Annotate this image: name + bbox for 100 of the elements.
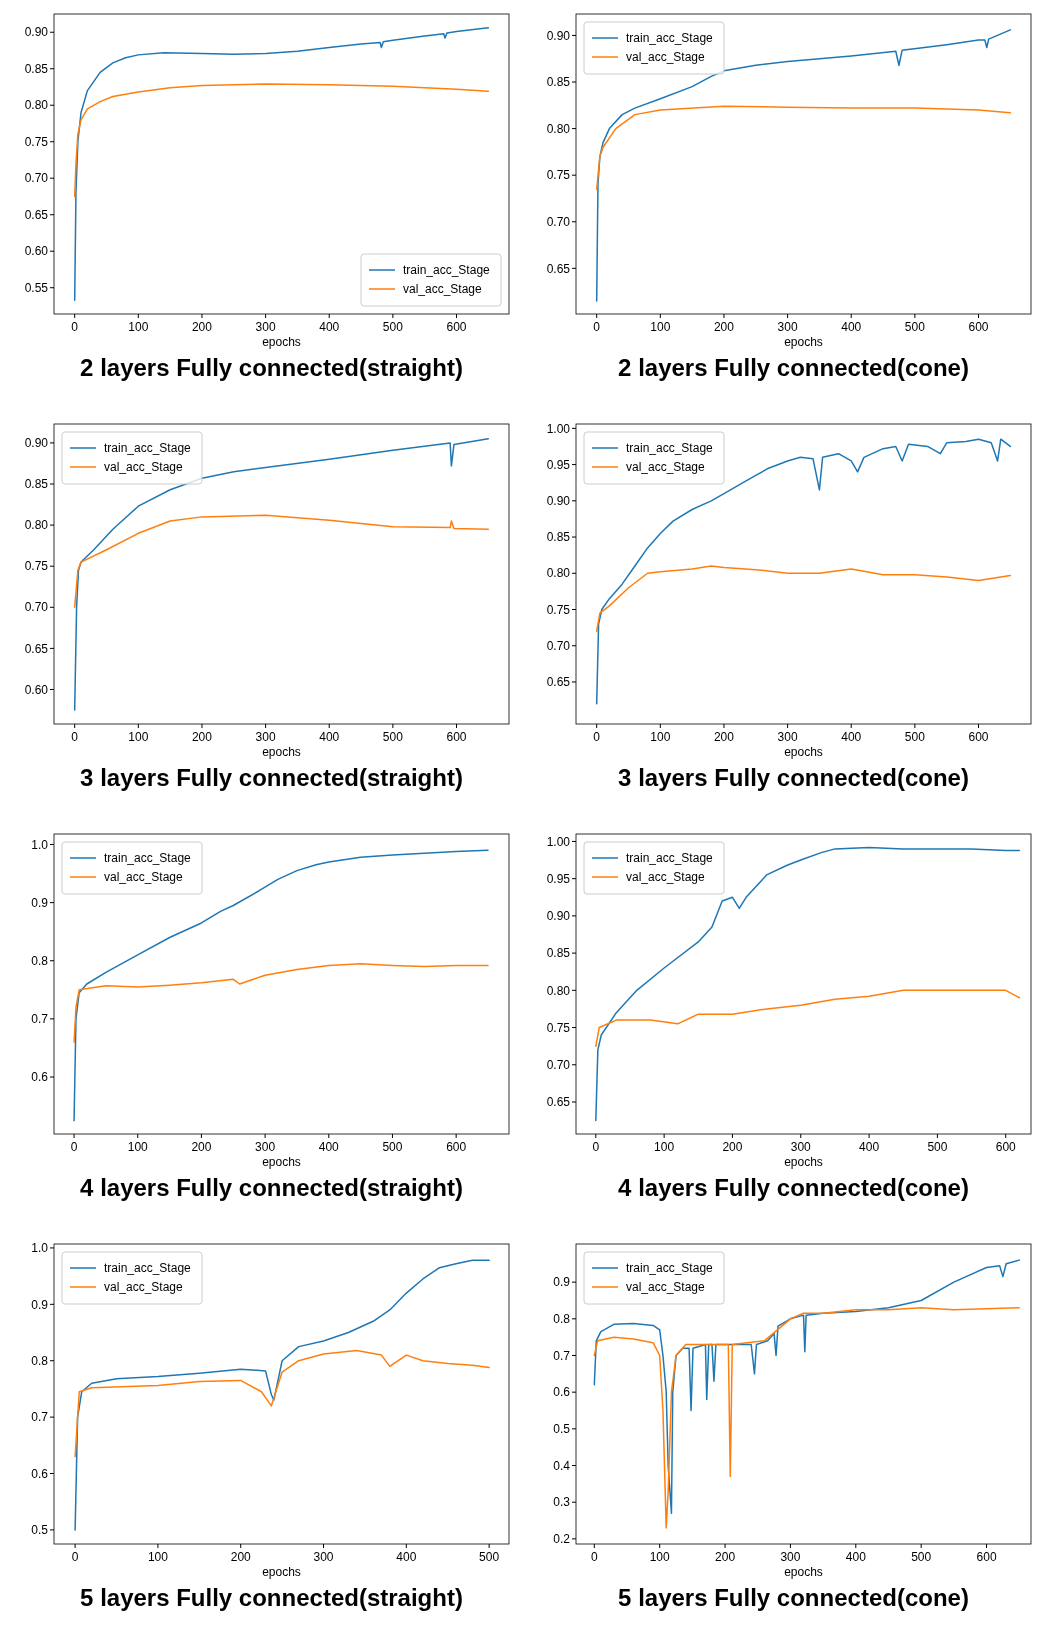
x-tick-label: 200 xyxy=(191,320,213,334)
line-series xyxy=(595,846,1021,1122)
y-tick-label: 0.7 xyxy=(553,1348,571,1363)
y-tick-label: 0.80 xyxy=(546,121,571,136)
y-tick-label: 0.7 xyxy=(31,1012,49,1027)
x-axis-title: epochs xyxy=(262,745,301,759)
x-tick-label: 0 xyxy=(71,1550,79,1564)
x-tick-label: 600 xyxy=(968,730,989,744)
x-tick-label: 500 xyxy=(382,320,404,334)
x-axis-title: epochs xyxy=(262,1565,301,1579)
line-series xyxy=(593,1259,1020,1514)
legend-label: val_acc_Stage xyxy=(104,460,184,475)
x-tick-label: 200 xyxy=(713,730,735,744)
x-tick-label: 100 xyxy=(654,1140,675,1154)
y-tick-label: 0.9 xyxy=(31,895,49,910)
y-tick-label: 0.95 xyxy=(546,457,571,472)
x-tick-label: 500 xyxy=(911,1550,932,1564)
y-tick-label: 0.90 xyxy=(546,494,571,509)
legend-label: val_acc_Stage xyxy=(403,282,483,297)
y-tick-label: 0.8 xyxy=(31,1353,49,1368)
x-tick-label: 400 xyxy=(396,1550,417,1564)
x-tick-label: 200 xyxy=(191,730,213,744)
y-tick-label: 0.85 xyxy=(546,946,571,961)
x-axis-title: epochs xyxy=(784,335,823,349)
x-tick-label: 0 xyxy=(70,1140,78,1154)
y-tick-label: 0.6 xyxy=(31,1070,49,1085)
x-tick-label: 100 xyxy=(127,1140,149,1154)
text: 3 layers Fully connected(straight) xyxy=(80,764,463,791)
y-tick-label: 0.65 xyxy=(546,261,571,276)
legend-label: train_acc_Stage xyxy=(626,851,714,866)
legend-label: train_acc_Stage xyxy=(403,263,491,278)
y-tick-label: 0.8 xyxy=(553,1312,571,1327)
y-tick-label: 0.80 xyxy=(546,983,571,998)
x-tick-label: 600 xyxy=(446,320,467,334)
y-tick-label: 0.80 xyxy=(24,98,49,113)
y-tick-label: 0.80 xyxy=(24,518,49,533)
y-tick-label: 0.6 xyxy=(553,1385,571,1400)
x-tick-label: 0 xyxy=(592,1140,600,1154)
y-tick-label: 0.65 xyxy=(24,207,49,222)
y-tick-label: 0.60 xyxy=(24,244,49,259)
x-axis-title: epochs xyxy=(262,335,301,349)
x-tick-label: 300 xyxy=(255,1140,276,1154)
x-axis-title: epochs xyxy=(784,1565,823,1579)
y-tick-label: 0.5 xyxy=(553,1422,571,1437)
y-tick-label: 1.0 xyxy=(31,837,49,852)
x-tick-label: 100 xyxy=(650,730,671,744)
x-tick-label: 400 xyxy=(319,320,340,334)
y-tick-label: 0.75 xyxy=(24,559,49,574)
line-series xyxy=(595,565,1012,632)
y-tick-label: 0.70 xyxy=(546,1057,571,1072)
y-tick-label: 0.7 xyxy=(31,1410,49,1425)
x-tick-label: 200 xyxy=(191,1140,212,1154)
x-tick-label: 0 xyxy=(590,1550,598,1564)
x-tick-label: 500 xyxy=(904,730,926,744)
text: 2 layers Fully connected(straight) xyxy=(80,354,463,381)
x-tick-label: 200 xyxy=(715,1550,736,1564)
x-axis-title: epochs xyxy=(784,745,823,759)
y-tick-label: 0.65 xyxy=(24,641,49,656)
y-tick-label: 0.85 xyxy=(546,75,571,90)
x-tick-label: 400 xyxy=(859,1140,880,1154)
line-series xyxy=(74,1259,490,1531)
x-tick-label: 400 xyxy=(845,1550,867,1564)
y-tick-label: 0.95 xyxy=(546,871,571,886)
y-tick-label: 0.4 xyxy=(553,1458,571,1473)
x-tick-label: 600 xyxy=(446,730,467,744)
x-tick-label: 500 xyxy=(479,1550,500,1564)
line-series xyxy=(73,514,490,609)
y-tick-label: 0.5 xyxy=(31,1523,49,1538)
text: 3 layers Fully connected(cone) xyxy=(618,764,969,791)
x-tick-label: 600 xyxy=(995,1140,1017,1154)
x-axis-title: epochs xyxy=(262,1155,301,1169)
x-tick-label: 200 xyxy=(713,320,735,334)
x-tick-label: 300 xyxy=(313,1550,334,1564)
x-tick-label: 300 xyxy=(790,1140,812,1154)
text: 4 layers Fully connected(straight) xyxy=(80,1174,463,1201)
x-tick-label: 200 xyxy=(722,1140,743,1154)
legend-label: val_acc_Stage xyxy=(626,460,706,475)
y-tick-label: 0.75 xyxy=(24,134,49,149)
line-series xyxy=(595,29,1012,302)
x-tick-label: 400 xyxy=(319,730,340,744)
y-tick-label: 1.00 xyxy=(546,421,571,436)
x-tick-label: 500 xyxy=(382,1140,403,1154)
x-tick-label: 500 xyxy=(382,730,404,744)
x-tick-label: 500 xyxy=(904,320,926,334)
y-tick-label: 0.70 xyxy=(24,600,49,615)
y-tick-label: 0.6 xyxy=(31,1466,49,1481)
y-tick-label: 0.9 xyxy=(553,1275,571,1290)
legend-label: val_acc_Stage xyxy=(626,50,706,65)
x-tick-label: 400 xyxy=(841,320,862,334)
line-series xyxy=(73,962,489,1043)
y-tick-label: 0.65 xyxy=(546,675,571,690)
legend-label: val_acc_Stage xyxy=(626,1280,706,1295)
x-tick-label: 600 xyxy=(446,1140,467,1154)
y-tick-label: 0.65 xyxy=(546,1095,571,1110)
x-tick-label: 300 xyxy=(777,320,798,334)
y-tick-label: 0.80 xyxy=(546,566,571,581)
y-tick-label: 0.85 xyxy=(24,477,49,492)
y-tick-label: 0.8 xyxy=(31,953,49,968)
legend-label: val_acc_Stage xyxy=(104,870,184,885)
x-tick-label: 200 xyxy=(230,1550,252,1564)
